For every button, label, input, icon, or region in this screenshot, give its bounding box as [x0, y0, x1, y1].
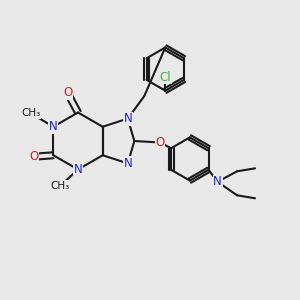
Text: N: N: [74, 163, 82, 176]
Text: CH₃: CH₃: [21, 108, 40, 118]
Text: O: O: [29, 150, 38, 163]
Text: O: O: [63, 86, 72, 100]
Text: N: N: [213, 175, 222, 188]
Text: N: N: [123, 112, 132, 125]
Text: N: N: [123, 157, 132, 170]
Text: N: N: [49, 120, 58, 133]
Text: Cl: Cl: [160, 71, 171, 84]
Text: O: O: [155, 136, 164, 149]
Text: CH₃: CH₃: [50, 181, 70, 191]
